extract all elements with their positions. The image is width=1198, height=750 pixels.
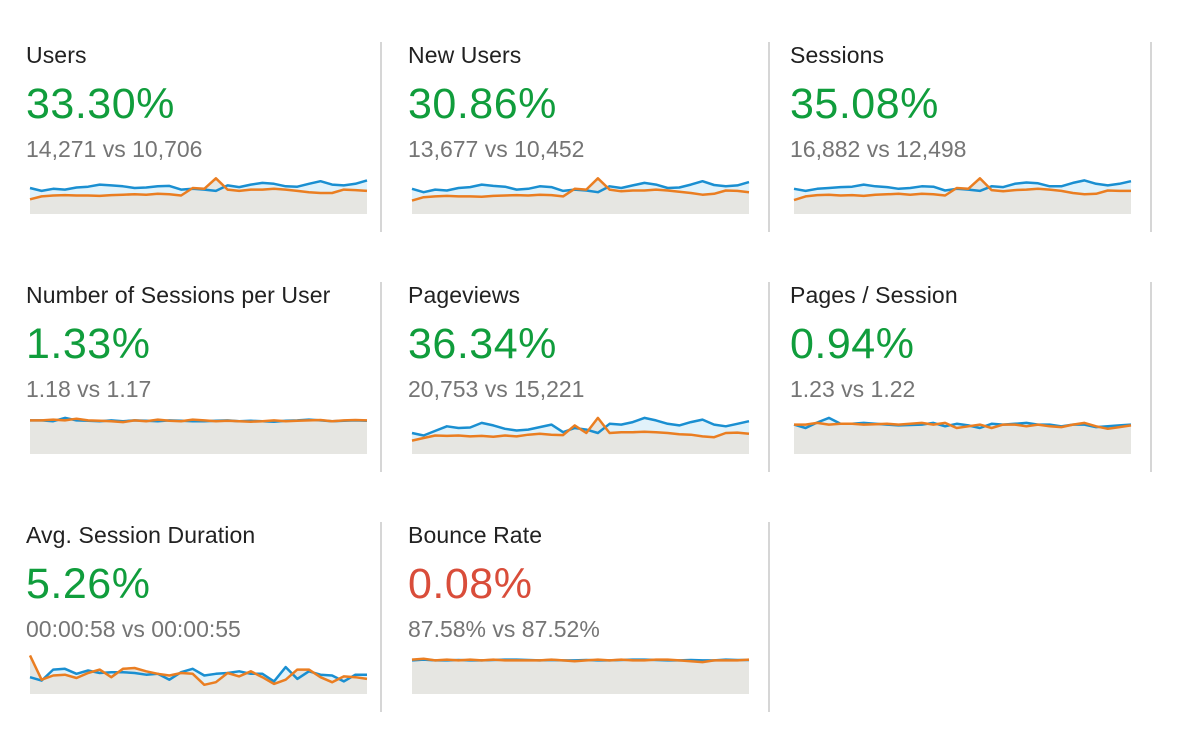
metric-compare: 20,753 vs 15,221 xyxy=(408,376,585,402)
previous-period-line xyxy=(29,177,368,201)
previous-period-line xyxy=(793,177,1131,202)
metric-compare: 14,271 vs 10,706 xyxy=(26,136,203,162)
metric-compare: 1.18 vs 1.17 xyxy=(26,376,152,402)
previous-period-area xyxy=(794,178,1131,214)
previous-period-line xyxy=(30,417,368,424)
sparkline xyxy=(411,412,750,454)
previous-period-area xyxy=(412,658,749,694)
previous-period-area xyxy=(412,417,749,454)
metric-change: 0.94% xyxy=(790,320,915,368)
previous-period-line xyxy=(411,177,750,202)
metric-compare: 1.23 vs 1.22 xyxy=(790,376,916,402)
metric-tile-pages-per-session[interactable]: Pages / Session 0.94% 1.23 vs 1.22 xyxy=(770,282,1152,472)
metric-tile-avg-session-duration[interactable]: Avg. Session Duration 5.26% 00:00:58 vs … xyxy=(0,522,382,712)
metric-tile-new-users[interactable]: New Users 30.86% 13,677 vs 10,452 xyxy=(388,42,770,232)
metric-change: 5.26% xyxy=(26,560,151,608)
metric-change: 1.33% xyxy=(26,320,151,368)
previous-period-area xyxy=(412,178,749,214)
sparkline-svg xyxy=(793,416,1132,454)
metric-compare: 00:00:58 vs 00:00:55 xyxy=(26,616,241,642)
sparkline-svg xyxy=(29,177,368,214)
sparkline xyxy=(28,652,368,694)
metric-tile-sessions[interactable]: Sessions 35.08% 16,882 vs 12,498 xyxy=(770,42,1152,232)
previous-period-area xyxy=(30,655,367,694)
sparkline xyxy=(29,172,368,214)
metric-compare: 16,882 vs 12,498 xyxy=(790,136,967,162)
metric-label: New Users xyxy=(408,42,522,68)
metric-compare: 87.58% vs 87.52% xyxy=(408,616,600,642)
previous-period-area xyxy=(794,422,1131,454)
metric-change: 33.30% xyxy=(26,80,175,128)
metric-change: 0.08% xyxy=(408,560,533,608)
previous-period-line xyxy=(411,416,750,442)
metric-label: Users xyxy=(26,42,87,68)
metric-change: 35.08% xyxy=(790,80,939,128)
metric-tile-bounce-rate[interactable]: Bounce Rate 0.08% 87.58% vs 87.52% xyxy=(388,522,770,712)
metric-label: Avg. Session Duration xyxy=(26,522,256,548)
previous-period-area xyxy=(30,418,367,454)
metric-label: Number of Sessions per User xyxy=(26,282,331,308)
metric-label: Pageviews xyxy=(408,282,521,308)
previous-period-line xyxy=(411,657,750,664)
sparkline-svg xyxy=(411,416,750,454)
metric-change: 30.86% xyxy=(408,80,557,128)
metric-compare: 13,677 vs 10,452 xyxy=(408,136,585,162)
metric-tile-users[interactable]: Users 33.30% 14,271 vs 10,706 xyxy=(0,42,382,232)
metric-label: Sessions xyxy=(790,42,885,68)
previous-period-line xyxy=(794,421,1132,431)
sparkline xyxy=(411,172,750,214)
previous-period-line xyxy=(28,654,368,687)
sparkline xyxy=(411,652,750,694)
sparkline-svg xyxy=(30,416,368,454)
metric-label: Pages / Session xyxy=(790,282,958,308)
sparkline-svg xyxy=(793,177,1132,214)
sparkline xyxy=(793,412,1132,454)
previous-period-area xyxy=(30,178,367,214)
sparkline xyxy=(793,172,1132,214)
sparkline xyxy=(30,412,368,454)
metric-label: Bounce Rate xyxy=(408,522,543,548)
metric-tile-sessions-per-user[interactable]: Number of Sessions per User 1.33% 1.18 v… xyxy=(0,282,382,472)
metric-tile-pageviews[interactable]: Pageviews 36.34% 20,753 vs 15,221 xyxy=(388,282,770,472)
sparkline-svg xyxy=(28,654,368,694)
metric-change: 36.34% xyxy=(408,320,557,368)
sparkline-svg xyxy=(411,177,750,214)
sparkline-svg xyxy=(411,657,750,694)
